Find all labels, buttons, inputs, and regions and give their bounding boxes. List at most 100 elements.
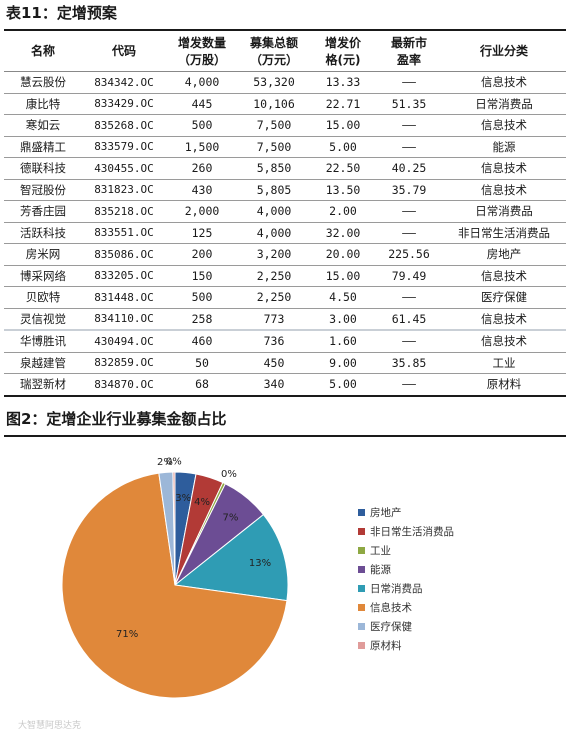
shares-cell: 200 bbox=[166, 243, 238, 266]
stock-code-cell: 834870.OC bbox=[82, 373, 166, 397]
table-top-rule bbox=[4, 29, 566, 31]
header-text: （万元） bbox=[249, 52, 298, 67]
price-cell: 15.00 bbox=[310, 265, 376, 287]
price-cell: 15.00 bbox=[310, 114, 376, 137]
shares-cell: 430 bbox=[166, 179, 238, 201]
amount-cell: 773 bbox=[238, 308, 310, 331]
pe-ratio-cell: —— bbox=[376, 136, 442, 158]
header-text: 增发价 bbox=[324, 35, 361, 50]
price-cell: 4.50 bbox=[310, 286, 376, 309]
table-row: 贝欧特 831448.OC 500 2,250 4.50 —— 医疗保健 bbox=[4, 286, 566, 309]
shares-cell: 260 bbox=[166, 157, 238, 180]
table-row: 芳香庄园 835218.OC 2,000 4,000 2.00 —— 日常消费品 bbox=[4, 200, 566, 223]
stock-code-cell: 430494.OC bbox=[82, 329, 166, 353]
pe-ratio-cell: —— bbox=[376, 200, 442, 223]
table-row: 鼎盛精工 833579.OC 1,500 7,500 5.00 —— 能源 bbox=[4, 136, 566, 158]
table-row: 寒如云 835268.OC 500 7,500 15.00 —— 信息技术 bbox=[4, 114, 566, 137]
legend-swatch bbox=[358, 509, 365, 516]
pe-ratio-cell: —— bbox=[376, 329, 442, 353]
price-cell: 22.71 bbox=[310, 93, 376, 115]
industry-cell: 能源 bbox=[442, 136, 566, 158]
pie-data-label: 13% bbox=[249, 558, 271, 569]
placement-plan-table: 名称 代码 增发数量 （万股） 募集总额 （万元） 增发价 格(元) 最新市 盈率 行业… bbox=[4, 32, 566, 397]
price-cell: 5.00 bbox=[310, 136, 376, 158]
stock-code-cell: 835086.OC bbox=[82, 243, 166, 266]
price-cell: 13.50 bbox=[310, 179, 376, 201]
header-shares: 增发数量 （万股） bbox=[166, 32, 238, 72]
pe-ratio-cell: 225.56 bbox=[376, 243, 442, 266]
stock-code-cell: 833205.OC bbox=[82, 265, 166, 287]
industry-cell: 信息技术 bbox=[442, 329, 566, 353]
legend-label: 房地产 bbox=[370, 506, 402, 519]
shares-cell: 500 bbox=[166, 114, 238, 137]
amount-cell: 5,850 bbox=[238, 157, 310, 180]
company-name-cell: 活跃科技 bbox=[4, 222, 82, 244]
pe-ratio-cell: —— bbox=[376, 222, 442, 244]
header-text: 增发数量 bbox=[177, 35, 226, 50]
industry-cell: 原材料 bbox=[442, 373, 566, 397]
table-row: 房米网 835086.OC 200 3,200 20.00 225.56 房地产 bbox=[4, 243, 566, 266]
stock-code-cell: 430455.OC bbox=[82, 157, 166, 180]
amount-cell: 4,000 bbox=[238, 200, 310, 223]
industry-cell: 信息技术 bbox=[442, 114, 566, 137]
table-row: 康比特 833429.OC 445 10,106 22.71 51.35 日常消费品 bbox=[4, 93, 566, 115]
industry-cell: 医疗保健 bbox=[442, 286, 566, 309]
amount-cell: 53,320 bbox=[238, 71, 310, 94]
figure-rule bbox=[4, 435, 566, 437]
stock-code-cell: 831823.OC bbox=[82, 179, 166, 201]
amount-cell: 10,106 bbox=[238, 93, 310, 115]
watermark: 大智慧阿思达克 bbox=[18, 721, 82, 731]
table-header-row: 名称 代码 增发数量 （万股） 募集总额 （万元） 增发价 格(元) 最新市 盈率 行业… bbox=[4, 32, 566, 72]
legend-swatch bbox=[358, 547, 365, 554]
legend-swatch bbox=[358, 623, 365, 630]
price-cell: 22.50 bbox=[310, 157, 376, 180]
industry-cell: 日常消费品 bbox=[442, 200, 566, 223]
pie-data-label: 71% bbox=[116, 629, 138, 640]
amount-cell: 340 bbox=[238, 373, 310, 397]
shares-cell: 258 bbox=[166, 308, 238, 331]
price-cell: 20.00 bbox=[310, 243, 376, 266]
table-row: 泉越建管 832859.OC 50 450 9.00 35.85 工业 bbox=[4, 352, 566, 374]
price-cell: 5.00 bbox=[310, 373, 376, 397]
price-cell: 1.60 bbox=[310, 329, 376, 353]
header-text: 名称 bbox=[30, 44, 55, 58]
header-text: （万股） bbox=[177, 52, 226, 67]
legend-label: 能源 bbox=[370, 563, 391, 576]
price-cell: 9.00 bbox=[310, 352, 376, 374]
legend-swatch bbox=[358, 604, 365, 611]
header-name: 名称 bbox=[4, 32, 82, 72]
industry-cell: 信息技术 bbox=[442, 71, 566, 94]
amount-cell: 4,000 bbox=[238, 222, 310, 244]
legend-label: 医疗保健 bbox=[370, 620, 412, 633]
shares-cell: 50 bbox=[166, 352, 238, 374]
legend-label: 工业 bbox=[370, 545, 391, 557]
pie-data-label: 0% bbox=[166, 457, 182, 468]
amount-cell: 450 bbox=[238, 352, 310, 374]
table-row: 华博胜讯 430494.OC 460 736 1.60 —— 信息技术 bbox=[4, 329, 566, 353]
industry-cell: 信息技术 bbox=[442, 265, 566, 287]
price-cell: 3.00 bbox=[310, 308, 376, 331]
company-name-cell: 鼎盛精工 bbox=[4, 136, 82, 158]
company-name-cell: 贝欧特 bbox=[4, 286, 82, 309]
pe-ratio-cell: 40.25 bbox=[376, 157, 442, 180]
industry-cell: 房地产 bbox=[442, 243, 566, 266]
company-name-cell: 泉越建管 bbox=[4, 352, 82, 374]
stock-code-cell: 834342.OC bbox=[82, 71, 166, 94]
header-text: 募集总额 bbox=[249, 35, 298, 50]
industry-cell: 信息技术 bbox=[442, 157, 566, 180]
pie-slice-4 bbox=[173, 513, 289, 602]
table-row: 活跃科技 833551.OC 125 4,000 32.00 —— 非日常生活消费品 bbox=[4, 222, 566, 244]
legend-swatch bbox=[358, 642, 365, 649]
pe-ratio-cell: —— bbox=[376, 286, 442, 309]
table-title: 表11：定增预案 bbox=[6, 4, 117, 22]
pe-ratio-cell: 61.45 bbox=[376, 308, 442, 331]
legend-label: 日常消费品 bbox=[370, 582, 423, 595]
header-code: 代码 bbox=[82, 32, 166, 72]
header-text: 最新市 bbox=[390, 35, 427, 50]
pie-slice-7 bbox=[172, 471, 176, 586]
industry-cell: 日常消费品 bbox=[442, 93, 566, 115]
company-name-cell: 德联科技 bbox=[4, 157, 82, 180]
table-row: 灵信视觉 834110.OC 258 773 3.00 61.45 信息技术 bbox=[4, 308, 566, 331]
legend-swatch bbox=[358, 566, 365, 573]
pie-data-label: 2% bbox=[157, 457, 173, 468]
